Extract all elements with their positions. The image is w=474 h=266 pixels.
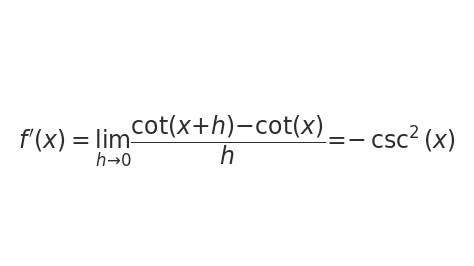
- Text: $f'(x) = \lim_{h \to 0} \dfrac{\mathrm{cot}(x + h) - \mathrm{cot}(x)}{h} = -\,\m: $f'(x) = \lim_{h \to 0} \dfrac{\mathrm{c…: [18, 113, 456, 169]
